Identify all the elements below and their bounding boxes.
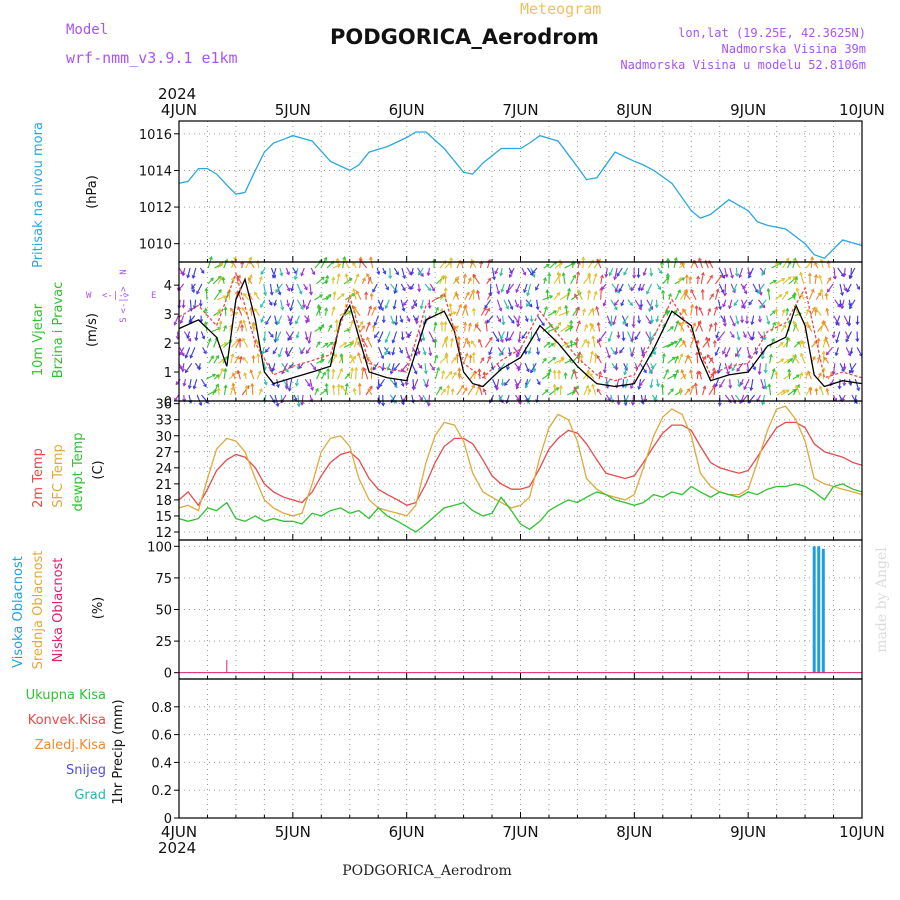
credit-watermark: made by Angel — [874, 547, 890, 653]
cloud-unit: (%) — [91, 597, 106, 620]
x-tick-label-top: 6JUN — [389, 101, 425, 119]
series-line-pritisak-na-nivou-mora — [178, 131, 863, 260]
y-tick-label: 4 — [164, 279, 172, 294]
x-tick-label-bottom: 9JUN — [730, 823, 766, 841]
compass-w: W — [86, 291, 92, 301]
elevation-label: Nadmorska Visina 39m — [722, 42, 867, 56]
x-tick-label-bottom: 10JUN — [839, 823, 885, 841]
cloud-bar — [812, 546, 816, 673]
x-tick-label-top: 9JUN — [730, 101, 766, 119]
series-line-wind-speed — [178, 277, 863, 388]
precip-total-label: Ukupna Kisa — [26, 688, 106, 703]
wind-title-2: Brzina i Pravac — [51, 282, 66, 379]
x-tick-label-top: 7JUN — [502, 101, 538, 119]
y-tick-label: 21 — [155, 478, 172, 493]
lonlat-label: lon,lat (19.25E, 42.3625N) — [678, 26, 866, 40]
temp-2m-label: 2m Temp — [31, 448, 46, 508]
precip-snow-label: Snijeg — [66, 763, 106, 778]
compass-e: E — [151, 291, 156, 301]
y-tick-label: 24 — [155, 462, 172, 477]
precip-hail-label: Grad — [74, 788, 106, 803]
meteogram-label: Meteogram — [520, 0, 601, 18]
model-name: wrf-nmm_v3.9.1 e1km — [66, 49, 238, 67]
y-tick-label: 18 — [155, 494, 172, 509]
wind-arrows-layer — [173, 255, 863, 408]
y-tick-label: 1 — [164, 366, 172, 381]
y-tick-label: 33 — [155, 414, 172, 429]
temp-sfc-label: SFC Temp — [51, 444, 66, 508]
y-tick-label: 1014 — [139, 164, 172, 179]
pressure-unit: (hPa) — [85, 175, 100, 209]
compass-n: N — [119, 269, 129, 274]
pressure-title: Pritisak na nivou mora — [31, 122, 46, 268]
precip-unit: 1hr Precip (mm) — [111, 699, 126, 804]
x-tick-label-bottom: 6JUN — [389, 823, 425, 841]
model-elevation-label: Nadmorska Visina u modelu 52.8106m — [620, 58, 866, 72]
y-tick-label: 36 — [155, 398, 172, 413]
y-tick-label: 15 — [155, 510, 172, 525]
series-layer — [178, 131, 863, 674]
y-tick-label: 50 — [155, 604, 172, 619]
y-tick-label: 0.2 — [151, 784, 172, 799]
y-tick-label: 0 — [164, 667, 172, 682]
svg-text:<-|->: <-|-> — [119, 286, 129, 314]
y-tick-label: 1012 — [139, 201, 172, 216]
tick-layer: 1010101210141016012341215182124273033360… — [139, 101, 885, 841]
cloud-bar — [817, 546, 821, 673]
y-tick-label: 0.6 — [151, 729, 172, 744]
svg-text:<-|->: <-|-> — [102, 291, 130, 301]
model-label: Model — [66, 22, 108, 38]
year-bottom: 2024 — [158, 839, 196, 857]
x-tick-label-top: 8JUN — [616, 101, 652, 119]
y-tick-label: 100 — [147, 540, 172, 555]
x-tick-label-top: 5JUN — [275, 101, 311, 119]
x-tick-label-bottom: 7JUN — [502, 823, 538, 841]
series-line-sfc-temp — [178, 405, 863, 517]
x-tick-label-bottom: 8JUN — [616, 823, 652, 841]
cloud-mid-label: Srednja Oblacnost — [31, 551, 46, 670]
y-tick-label: 0.8 — [151, 701, 172, 716]
year-top: 2024 — [158, 85, 196, 103]
cloud-high-label: Visoka Oblacnost — [11, 556, 26, 668]
wind-title-1: 10m Vjetar — [31, 303, 46, 376]
footer-station: PODGORICA_Aerodrom — [342, 863, 512, 879]
y-tick-label: 0.4 — [151, 756, 172, 771]
y-tick-label: 1010 — [139, 238, 172, 253]
x-tick-label-bottom: 5JUN — [275, 823, 311, 841]
cloud-bar — [226, 660, 228, 673]
grid-layer — [179, 121, 862, 819]
y-tick-label: 75 — [155, 572, 172, 587]
y-tick-label: 27 — [155, 446, 172, 461]
y-tick-label: 2 — [164, 337, 172, 352]
series-line-dewpt-temp — [178, 483, 863, 533]
y-tick-label: 1016 — [139, 128, 172, 143]
x-tick-label-top: 4JUN — [161, 101, 197, 119]
temp-unit: (C) — [91, 460, 106, 479]
wind-compass: N S W E <-|-> <-|-> — [86, 269, 156, 322]
y-tick-label: 12 — [155, 526, 172, 541]
y-tick-label: 3 — [164, 308, 172, 323]
cloud-bar — [821, 548, 825, 673]
x-tick-label-top: 10JUN — [839, 101, 885, 119]
station-title: PODGORICA_Aerodrom — [330, 25, 599, 49]
wind-unit: (m/s) — [85, 313, 100, 347]
y-tick-label: 0 — [164, 812, 172, 827]
cloud-low-label: Niska Oblacnost — [51, 558, 66, 663]
y-tick-label: 25 — [155, 635, 172, 650]
frame-layer — [178, 120, 863, 819]
y-tick-label: 0 — [164, 395, 172, 410]
series-line-wind-gust — [178, 271, 863, 382]
precip-conv-label: Konvek.Kisa — [28, 713, 106, 728]
series-line-2m-temp — [178, 421, 863, 507]
compass-s: S — [119, 317, 129, 322]
y-tick-label: 30 — [155, 430, 172, 445]
temp-dew-label: dewpt Temp — [71, 432, 86, 511]
x-tick-label-bottom: 4JUN — [161, 823, 197, 841]
precip-frozen-label: Zaledj.Kisa — [35, 738, 106, 753]
